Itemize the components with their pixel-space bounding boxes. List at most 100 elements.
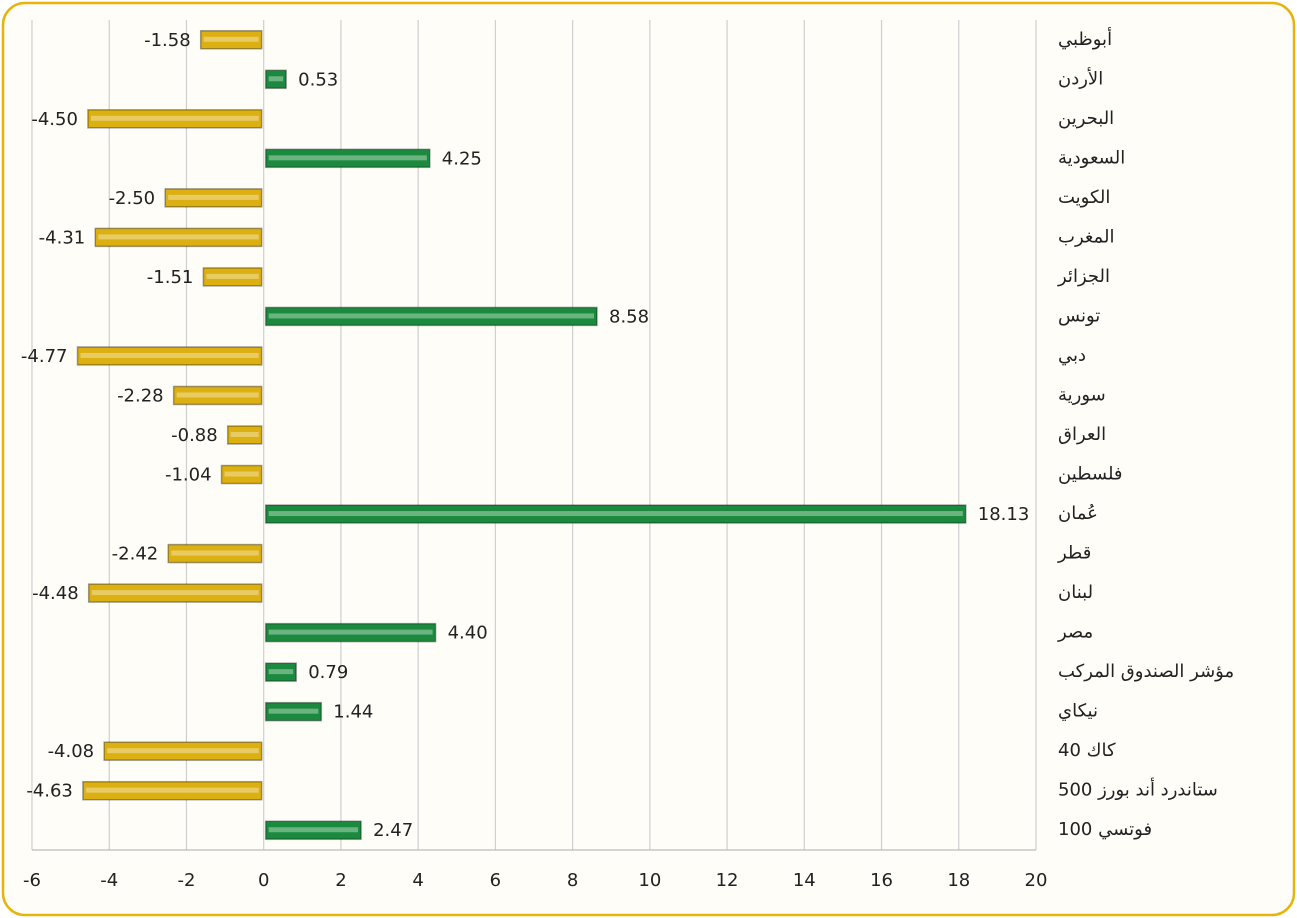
category-label: البحرين: [1058, 108, 1114, 129]
bar: [164, 188, 263, 208]
x-tick-label: 6: [490, 870, 501, 891]
bar-highlight: [268, 827, 359, 833]
x-tick-label: 0: [258, 870, 269, 891]
x-tick-label: -2: [177, 870, 195, 891]
bar: [82, 780, 263, 801]
value-label: -1.58: [144, 30, 191, 51]
bar: [199, 30, 263, 50]
bar: [87, 109, 263, 129]
bar: [264, 662, 297, 682]
x-tick-label: 4: [412, 870, 423, 891]
bar-highlight: [268, 708, 319, 714]
category-label: نيكاي: [1058, 701, 1098, 722]
category-label: دبي: [1058, 345, 1086, 366]
value-label: -4.08: [48, 741, 95, 762]
bar: [264, 820, 362, 840]
bar-highlight: [268, 511, 963, 517]
bar: [264, 504, 967, 524]
bar-highlight: [107, 748, 259, 754]
bar-highlight: [171, 550, 259, 556]
category-label: تونس: [1058, 305, 1100, 326]
category-label: عُمان: [1058, 503, 1098, 524]
category-label: ستاندرد أند بورز 500: [1058, 778, 1218, 801]
category-label: قطر: [1057, 543, 1091, 564]
bar-highlight: [168, 194, 259, 200]
category-label: مصر: [1057, 622, 1093, 643]
value-label: 4.25: [442, 148, 482, 169]
bar: [167, 543, 263, 564]
x-tick-label: 10: [638, 870, 661, 891]
x-tick-label: -6: [23, 870, 41, 891]
value-label: 4.40: [448, 623, 488, 644]
bar-highlight: [224, 471, 259, 477]
bar-highlight: [203, 36, 259, 42]
category-label: فوتسي 100: [1058, 819, 1152, 840]
category-label: فلسطين: [1058, 464, 1123, 485]
bar-highlight: [268, 629, 433, 635]
category-label: سورية: [1058, 384, 1106, 405]
x-tick-label: 20: [1025, 870, 1048, 891]
x-tick-label: 2: [335, 870, 346, 891]
value-label: -2.42: [112, 544, 159, 565]
bar-highlight: [91, 590, 259, 596]
x-tick-label: 8: [567, 870, 578, 891]
bar-highlight: [268, 76, 284, 82]
bar-highlight: [268, 155, 427, 161]
x-tick-label: 14: [793, 870, 816, 891]
bar-highlight: [90, 115, 259, 121]
bar-highlight: [268, 669, 294, 675]
bar: [172, 385, 263, 406]
value-label: -4.31: [39, 227, 86, 248]
category-label: مؤشر الصندوق المركب: [1058, 661, 1234, 682]
value-label: -2.50: [109, 188, 156, 209]
value-label: -4.50: [31, 109, 78, 130]
category-label: الجزائر: [1057, 266, 1110, 287]
bar: [202, 267, 263, 287]
bar: [94, 227, 263, 248]
bar-highlight: [230, 432, 259, 437]
bar: [264, 148, 431, 169]
bar: [264, 69, 287, 90]
bar-highlight: [268, 313, 595, 319]
category-label: الأردن: [1058, 67, 1103, 89]
category-label: لبنان: [1058, 582, 1093, 603]
bar: [226, 425, 263, 445]
x-tick-label: 18: [947, 870, 970, 891]
value-label: -4.48: [32, 583, 79, 604]
value-label: -2.28: [117, 385, 164, 406]
value-label: -1.51: [147, 267, 194, 288]
value-label: 1.44: [333, 702, 373, 723]
value-label: 8.58: [609, 306, 649, 327]
bar: [264, 306, 598, 327]
value-label: 0.53: [298, 69, 338, 90]
value-label: 18.13: [978, 504, 1030, 525]
bar-highlight: [80, 352, 259, 358]
category-label: العراق: [1058, 424, 1106, 445]
bar: [264, 622, 437, 643]
category-label: كاك 40: [1058, 740, 1116, 761]
bar: [76, 346, 263, 366]
x-tick-label: 12: [716, 870, 739, 891]
category-label: أبوظبي: [1058, 27, 1112, 50]
bar-highlight: [98, 234, 259, 240]
bar: [87, 583, 263, 603]
value-label: -1.04: [165, 465, 212, 486]
value-label: 2.47: [373, 820, 413, 841]
category-label: الكويت: [1058, 187, 1110, 208]
bar-highlight: [85, 787, 259, 793]
bar: [103, 741, 263, 761]
bar-highlight: [176, 392, 259, 398]
value-label: -4.63: [26, 781, 73, 802]
value-label: 0.79: [308, 662, 348, 683]
bar: [264, 701, 323, 722]
category-label: السعودية: [1058, 147, 1125, 168]
bar-highlight: [206, 273, 259, 279]
bar: [220, 464, 263, 485]
value-label: -0.88: [171, 425, 218, 446]
value-label: -4.77: [21, 346, 68, 367]
category-label: المغرب: [1058, 226, 1114, 247]
x-tick-label: -4: [100, 870, 118, 891]
x-tick-label: 16: [870, 870, 893, 891]
